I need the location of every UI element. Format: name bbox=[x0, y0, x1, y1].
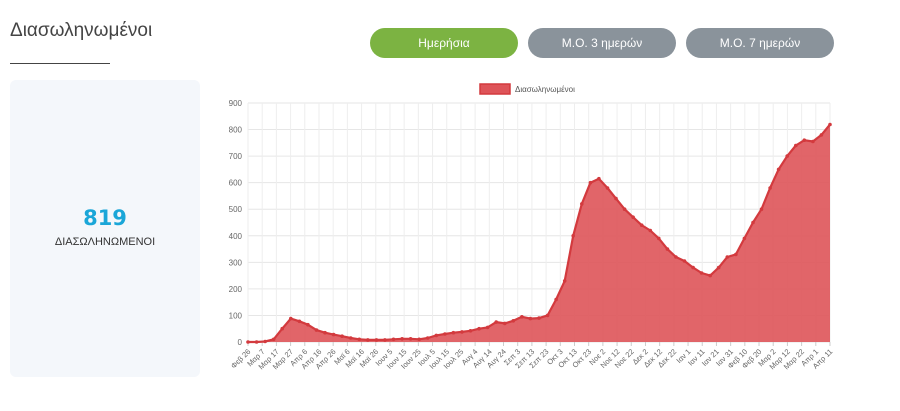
period-tabs: Ημερήσια Μ.Ο. 3 ημερών Μ.Ο. 7 ημερών bbox=[370, 28, 834, 58]
data-point bbox=[605, 186, 610, 190]
data-point bbox=[674, 255, 678, 259]
data-point bbox=[742, 236, 747, 241]
series-area bbox=[248, 124, 830, 342]
data-point bbox=[614, 196, 618, 201]
data-point bbox=[271, 337, 276, 342]
data-point bbox=[545, 313, 550, 318]
data-point bbox=[511, 319, 516, 323]
y-tick-label: 300 bbox=[229, 258, 243, 267]
data-point bbox=[580, 202, 584, 206]
data-point bbox=[297, 319, 302, 324]
y-tick-label: 100 bbox=[229, 311, 243, 320]
page-title: Διασωληνωμένοι bbox=[10, 20, 153, 41]
data-point bbox=[340, 334, 344, 339]
data-point bbox=[597, 176, 601, 181]
data-point bbox=[708, 273, 712, 278]
y-tick-label: 0 bbox=[238, 338, 243, 347]
legend-swatch bbox=[479, 83, 511, 95]
data-point bbox=[503, 321, 507, 326]
data-point bbox=[759, 207, 764, 211]
data-point bbox=[562, 279, 567, 283]
data-point bbox=[434, 333, 439, 338]
data-point bbox=[477, 326, 481, 331]
data-point bbox=[554, 297, 558, 302]
data-point bbox=[314, 328, 319, 332]
data-point bbox=[374, 338, 379, 342]
data-point bbox=[768, 186, 772, 190]
data-point bbox=[631, 215, 635, 219]
data-point bbox=[306, 322, 310, 327]
data-point bbox=[348, 336, 353, 340]
data-point bbox=[323, 330, 327, 335]
data-point bbox=[537, 316, 541, 320]
data-point bbox=[802, 138, 807, 142]
y-tick-label: 600 bbox=[229, 179, 243, 188]
data-point bbox=[622, 207, 627, 211]
data-point bbox=[417, 337, 421, 342]
data-point bbox=[357, 337, 362, 342]
data-point bbox=[408, 337, 413, 341]
stat-card: 819 ΔΙΑΣΩΛΗΝΩΜΕΝΟΙ bbox=[10, 80, 200, 377]
data-point bbox=[331, 332, 336, 337]
y-tick-label: 500 bbox=[229, 205, 243, 214]
data-point bbox=[494, 320, 499, 324]
data-point bbox=[366, 338, 370, 342]
data-point bbox=[682, 259, 687, 263]
tab-3-day-average[interactable]: Μ.Ο. 3 ημερών bbox=[528, 28, 676, 58]
y-tick-label: 400 bbox=[229, 232, 243, 241]
data-point bbox=[280, 326, 284, 331]
data-point bbox=[468, 329, 473, 333]
data-point bbox=[263, 339, 267, 344]
data-point bbox=[811, 139, 815, 144]
data-point bbox=[716, 265, 721, 270]
data-point bbox=[460, 330, 464, 334]
data-point bbox=[383, 338, 387, 342]
y-tick-label: 700 bbox=[229, 152, 243, 161]
data-point bbox=[571, 234, 575, 238]
data-point bbox=[691, 265, 695, 270]
data-point bbox=[400, 337, 404, 341]
data-point bbox=[443, 332, 447, 336]
legend-label: Διασωληνωμένοι bbox=[515, 85, 575, 94]
stat-value: 819 bbox=[83, 206, 127, 230]
data-point bbox=[485, 325, 490, 330]
data-point bbox=[785, 154, 789, 158]
stat-label: ΔΙΑΣΩΛΗΝΩΜΕΝΟΙ bbox=[54, 236, 156, 248]
data-point bbox=[665, 247, 670, 251]
data-point bbox=[725, 255, 730, 259]
y-tick-label: 900 bbox=[229, 99, 243, 108]
data-point bbox=[451, 330, 456, 335]
tab-7-day-average[interactable]: Μ.Ο. 7 ημερών bbox=[686, 28, 834, 58]
data-point bbox=[699, 271, 704, 275]
data-point bbox=[648, 228, 653, 233]
data-point bbox=[751, 220, 755, 225]
data-point bbox=[776, 167, 781, 172]
data-point bbox=[734, 252, 738, 257]
data-point bbox=[828, 122, 832, 127]
data-point bbox=[588, 180, 593, 185]
data-point bbox=[794, 143, 798, 148]
data-point bbox=[246, 340, 250, 344]
tab-daily[interactable]: Ημερήσια bbox=[370, 28, 518, 58]
title-underline bbox=[10, 63, 110, 64]
y-tick-label: 200 bbox=[229, 285, 243, 294]
data-point bbox=[289, 316, 293, 321]
data-point bbox=[639, 223, 644, 227]
data-point bbox=[254, 340, 259, 344]
data-point bbox=[391, 337, 396, 342]
data-point bbox=[657, 236, 661, 241]
data-point bbox=[520, 315, 524, 319]
data-point bbox=[425, 336, 430, 340]
y-tick-label: 800 bbox=[229, 126, 243, 135]
data-point bbox=[528, 316, 533, 321]
data-point bbox=[819, 133, 824, 137]
